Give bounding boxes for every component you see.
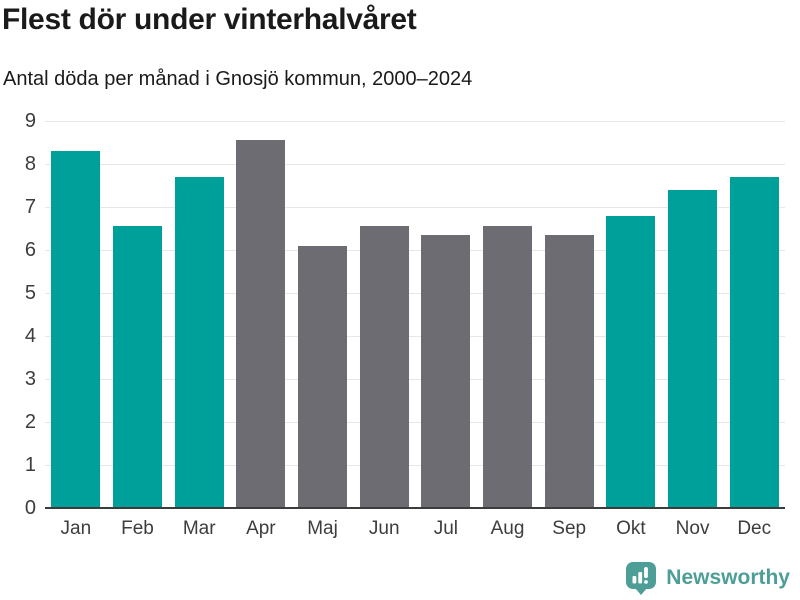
brand-footer: Newsworthy xyxy=(624,561,790,595)
bar-slot-jan xyxy=(45,121,107,508)
bar-apr xyxy=(236,140,286,508)
gridline-3 xyxy=(45,379,785,380)
bar-slot-mar xyxy=(168,121,230,508)
bar-jul xyxy=(421,234,471,508)
x-axis-line xyxy=(45,507,785,509)
bars-container xyxy=(45,121,785,508)
y-tick-label-0: 0 xyxy=(24,497,36,519)
x-tick-label-okt: Okt xyxy=(616,518,646,539)
y-tick-label-5: 5 xyxy=(24,282,36,304)
bar-slot-aug xyxy=(477,121,539,508)
x-tick-label-maj: Maj xyxy=(307,518,338,539)
chart-title: Flest dör under vinterhalvåret xyxy=(2,3,417,36)
y-tick-label-4: 4 xyxy=(24,325,36,347)
x-tick-label-feb: Feb xyxy=(121,518,154,539)
x-tick-label-jul: Jul xyxy=(433,518,459,539)
bar-slot-jul xyxy=(415,121,477,508)
bar-feb xyxy=(113,226,162,508)
bar-slot-jun xyxy=(353,121,415,508)
y-tick-label-7: 7 xyxy=(24,196,36,218)
x-tick-label-jan: Jan xyxy=(60,518,92,539)
bar-mar xyxy=(174,176,224,508)
y-tick-label-1: 1 xyxy=(24,454,36,476)
bar-nov xyxy=(668,189,718,508)
y-tick-label-9: 9 xyxy=(24,110,36,132)
gridline-9 xyxy=(45,121,785,122)
bar-sep xyxy=(544,234,594,508)
x-tick-label-nov: Nov xyxy=(675,518,710,539)
bar-aug xyxy=(483,226,533,508)
gridline-7 xyxy=(45,207,785,208)
bar-slot-nov xyxy=(662,121,724,508)
gridline-1 xyxy=(45,465,785,466)
bar-jun xyxy=(359,226,409,508)
plot-area xyxy=(45,121,785,508)
chart-subtitle: Antal döda per månad i Gnosjö kommun, 20… xyxy=(3,68,473,90)
x-tick-label-dec: Dec xyxy=(737,518,772,539)
y-axis-labels: 0 1 2 3 4 5 6 7 8 9 xyxy=(0,110,36,519)
x-axis-labels: Jan Feb Mar Apr Maj Jun Jul Aug Sep Okt Nov Dec xyxy=(45,518,785,540)
x-tick-label-aug: Aug xyxy=(490,518,525,539)
gridline-4 xyxy=(45,336,785,337)
bar-slot-maj xyxy=(292,121,354,508)
bar-slot-feb xyxy=(107,121,169,508)
y-tick-label-6: 6 xyxy=(24,239,36,261)
brand-name: Newsworthy xyxy=(666,566,790,589)
bar-dec xyxy=(729,176,779,508)
bar-okt xyxy=(606,215,656,508)
bar-maj xyxy=(298,245,348,508)
bar-slot-apr xyxy=(230,121,292,508)
bar-slot-dec xyxy=(723,121,785,508)
x-tick-label-mar: Mar xyxy=(182,518,216,539)
x-tick-label-apr: Apr xyxy=(246,518,276,539)
bar-slot-okt xyxy=(600,121,662,508)
y-tick-label-2: 2 xyxy=(24,411,36,433)
gridline-6 xyxy=(45,250,785,251)
newsworthy-logo-icon xyxy=(626,562,657,595)
gridline-8 xyxy=(45,164,785,165)
gridline-2 xyxy=(45,422,785,423)
gridline-5 xyxy=(45,293,785,294)
bar-jan xyxy=(51,151,101,508)
x-tick-label-jun: Jun xyxy=(368,518,400,539)
bar-slot-sep xyxy=(538,121,600,508)
y-tick-label-8: 8 xyxy=(24,153,36,175)
x-tick-label-sep: Sep xyxy=(552,518,587,539)
y-tick-label-3: 3 xyxy=(24,368,36,390)
